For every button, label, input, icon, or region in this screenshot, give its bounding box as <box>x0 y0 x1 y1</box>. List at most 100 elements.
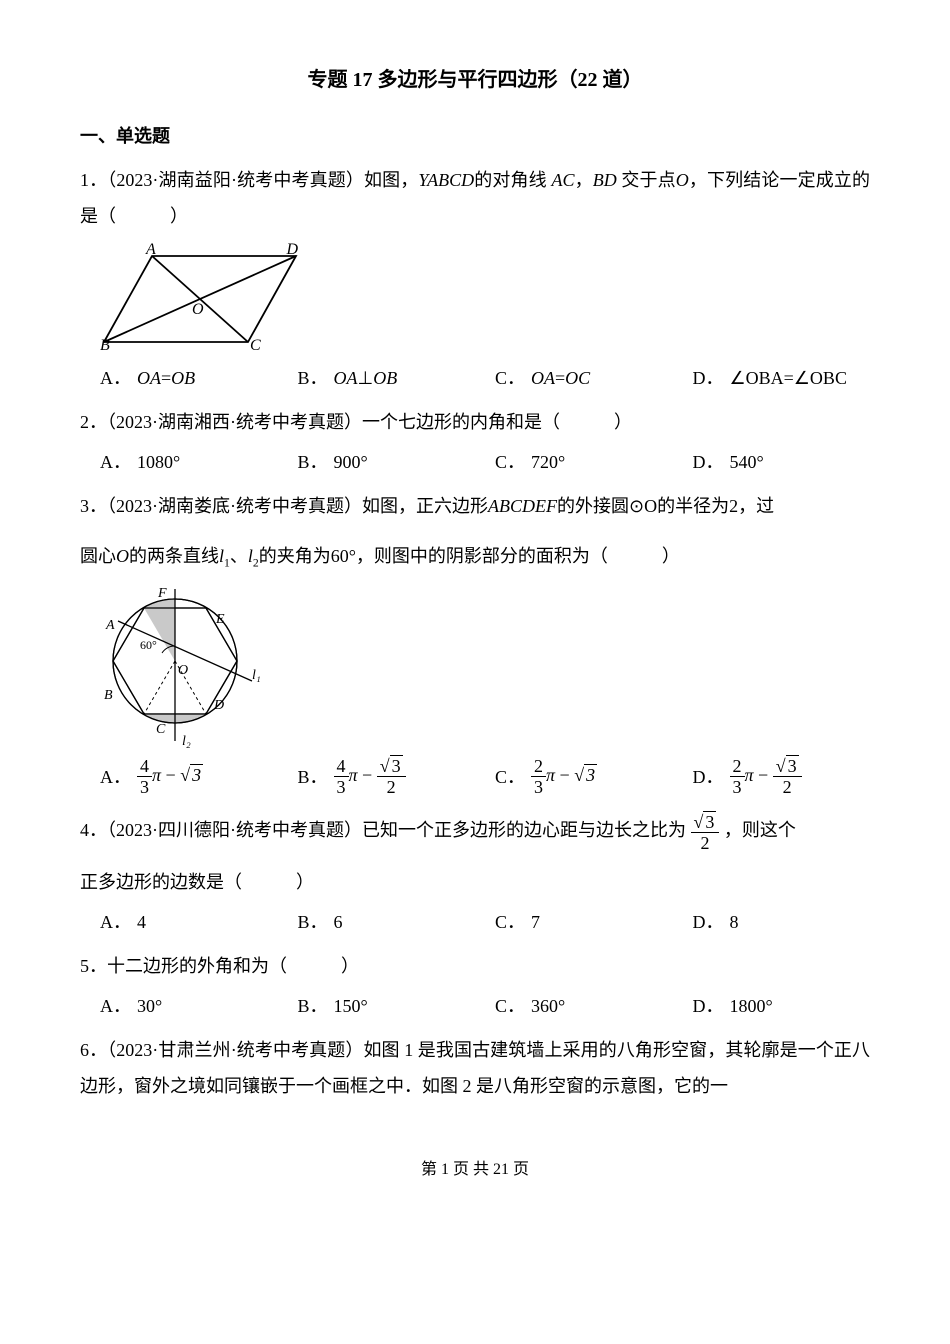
opt-label: B． <box>298 988 328 1024</box>
q3-stem-line2: 圆心O的两条直线l1、l2的夹角为60°，则图中的阴影部分的面积为（ ） <box>80 538 870 575</box>
q2-opt-A: A．1080° <box>100 444 298 480</box>
q6-stem: 6．（2023·甘肃兰州·统考中考真题）如图 1 是我国古建筑墙上采用的八角形空… <box>80 1032 870 1104</box>
question-5: 5．十二边形的···外角和为（ ） A．30° B．150° C．360° D．… <box>80 948 870 1024</box>
q3B-num: 4 <box>334 757 349 777</box>
opt-label: D． <box>693 360 724 396</box>
l2-label: l₂ <box>182 734 191 749</box>
q3A-pi: π <box>152 765 161 785</box>
opt-label: B． <box>298 444 328 480</box>
opt-label: B． <box>298 759 328 795</box>
q1-mid: 的对角线 <box>474 170 547 190</box>
q4B: 6 <box>334 904 343 940</box>
q3-tail1: 的半径为 <box>657 496 729 516</box>
q3-options: A． 43π − 3 B． 43π − 32 C． 23π − 3 D． 23π… <box>100 757 890 796</box>
question-2: 2．（2023·湖南湘西·统考中考真题）一个七边形的内角和是（ ） A．1080… <box>80 404 870 480</box>
q1-o: O <box>676 170 689 190</box>
question-4: 4．（2023·四川德阳·统考中考真题）已知一个正多边形的边心距与边长之比为 3… <box>80 812 870 939</box>
label-B: B <box>100 337 110 352</box>
q3D-num: 2 <box>730 757 745 777</box>
q1A-rhs: OB <box>171 368 195 388</box>
q4-opt-B: B．6 <box>298 904 496 940</box>
hex-D: D <box>213 698 224 713</box>
q4-den: 2 <box>691 833 720 852</box>
hex-A: A <box>105 618 115 633</box>
q4-stem: 4．（2023·四川德阳·统考中考真题）已知一个正多边形的边心距与边长之比为 3… <box>80 812 870 851</box>
q5-opt-C: C．360° <box>495 988 693 1024</box>
q2-opt-D: D．540° <box>693 444 891 480</box>
q3A-minus: − <box>166 765 176 785</box>
q2-opt-C: C．720° <box>495 444 693 480</box>
hex-B: B <box>104 688 113 703</box>
q3C-den: 3 <box>531 777 546 796</box>
q2A: 1080° <box>137 444 180 480</box>
hex-F: F <box>157 586 167 601</box>
section-heading: 一、单选题 <box>80 118 870 154</box>
q5-stem: 5．十二边形的···外角和为（ ） <box>80 948 870 984</box>
opt-label: D． <box>693 988 724 1024</box>
q3-circle-o: ⊙O <box>629 496 657 516</box>
q5-opt-D: D．1800° <box>693 988 891 1024</box>
q2C: 720° <box>531 444 565 480</box>
l1-label: l₁ <box>252 668 261 683</box>
q3A-num: 4 <box>137 757 152 777</box>
opt-label: A． <box>100 904 131 940</box>
q4-opt-D: D．8 <box>693 904 891 940</box>
label-D: D <box>285 242 298 258</box>
hex-C: C <box>156 722 166 737</box>
q3B-den: 3 <box>334 777 349 796</box>
q1-ac: AC <box>551 170 574 190</box>
q3-l2-mid2: 的夹角为 <box>259 546 331 566</box>
q1-stem: 1．（2023·湖南益阳·统考中考真题）如图，YABCD的对角线 AC，BD 交… <box>80 162 870 234</box>
q1D-rel: = <box>784 368 794 388</box>
q1A-lhs: OA <box>137 368 161 388</box>
q1B-lhs: OA <box>334 368 358 388</box>
q3D-minus: − <box>758 765 768 785</box>
q2-stem: 2．（2023·湖南湘西·统考中考真题）一个七边形的内角和是（ ） <box>80 404 870 440</box>
q2D: 540° <box>730 444 764 480</box>
q3-radius: 2 <box>729 496 738 516</box>
q1-mid2: 交于点 <box>621 170 675 190</box>
label-A: A <box>145 242 156 258</box>
q3A-den: 3 <box>137 777 152 796</box>
q1-parallelogram-sym: Y <box>418 170 427 190</box>
q4-prefix: 4．（2023·四川德阳·统考中考真题）已知一个正多边形的边心距与边长之比为 <box>80 820 686 840</box>
opt-label: A． <box>100 988 131 1024</box>
q1-comma: ， <box>574 170 592 190</box>
question-6: 6．（2023·甘肃兰州·统考中考真题）如图 1 是我国古建筑墙上采用的八角形空… <box>80 1032 870 1104</box>
q3C-num: 2 <box>531 757 546 777</box>
q3A-sqrt: 3 <box>190 764 203 785</box>
opt-label: C． <box>495 904 525 940</box>
opt-label: A． <box>100 360 131 396</box>
opt-label: C． <box>495 988 525 1024</box>
q5A: 30° <box>137 988 162 1024</box>
q3-opt-B: B． 43π − 32 <box>298 757 496 796</box>
q3D-sqn: 3 <box>786 755 799 776</box>
q3C-sqrt: 3 <box>584 764 597 785</box>
q1-abcd: ABCD <box>427 170 474 190</box>
q3-opt-C: C． 23π − 3 <box>495 757 693 796</box>
q4-num: 3 <box>703 811 716 832</box>
label-C: C <box>250 337 261 352</box>
q1-opt-B: B．OA⊥OB <box>298 360 496 396</box>
q3-angle: 60° <box>331 546 356 566</box>
q3B-pi: π <box>349 765 358 785</box>
q1C-lhs: OA <box>531 368 555 388</box>
q5-pre: 5．十二边形的 <box>80 956 197 976</box>
q5D: 1800° <box>730 988 773 1024</box>
q4-ratio: 32 <box>691 813 720 852</box>
hex-O: O <box>178 663 188 678</box>
q5-post: 为（ ） <box>251 956 359 976</box>
q3-abcdef: ABCDEF <box>488 496 557 516</box>
hex-E: E <box>215 612 225 627</box>
q5-opt-B: B．150° <box>298 988 496 1024</box>
q3D-pi: π <box>745 765 754 785</box>
q3-sep: 、 <box>230 546 248 566</box>
hexagon-figure: 60° A B C D E F O l₁ l₂ <box>100 581 270 751</box>
opt-label: B． <box>298 904 328 940</box>
q3-l2-pre: 圆心 <box>80 546 116 566</box>
q3C-minus: − <box>560 765 570 785</box>
q3C-pi: π <box>546 765 555 785</box>
q5B: 150° <box>334 988 368 1024</box>
q1B-rhs: OB <box>373 368 397 388</box>
question-1: 1．（2023·湖南益阳·统考中考真题）如图，YABCD的对角线 AC，BD 交… <box>80 162 870 396</box>
